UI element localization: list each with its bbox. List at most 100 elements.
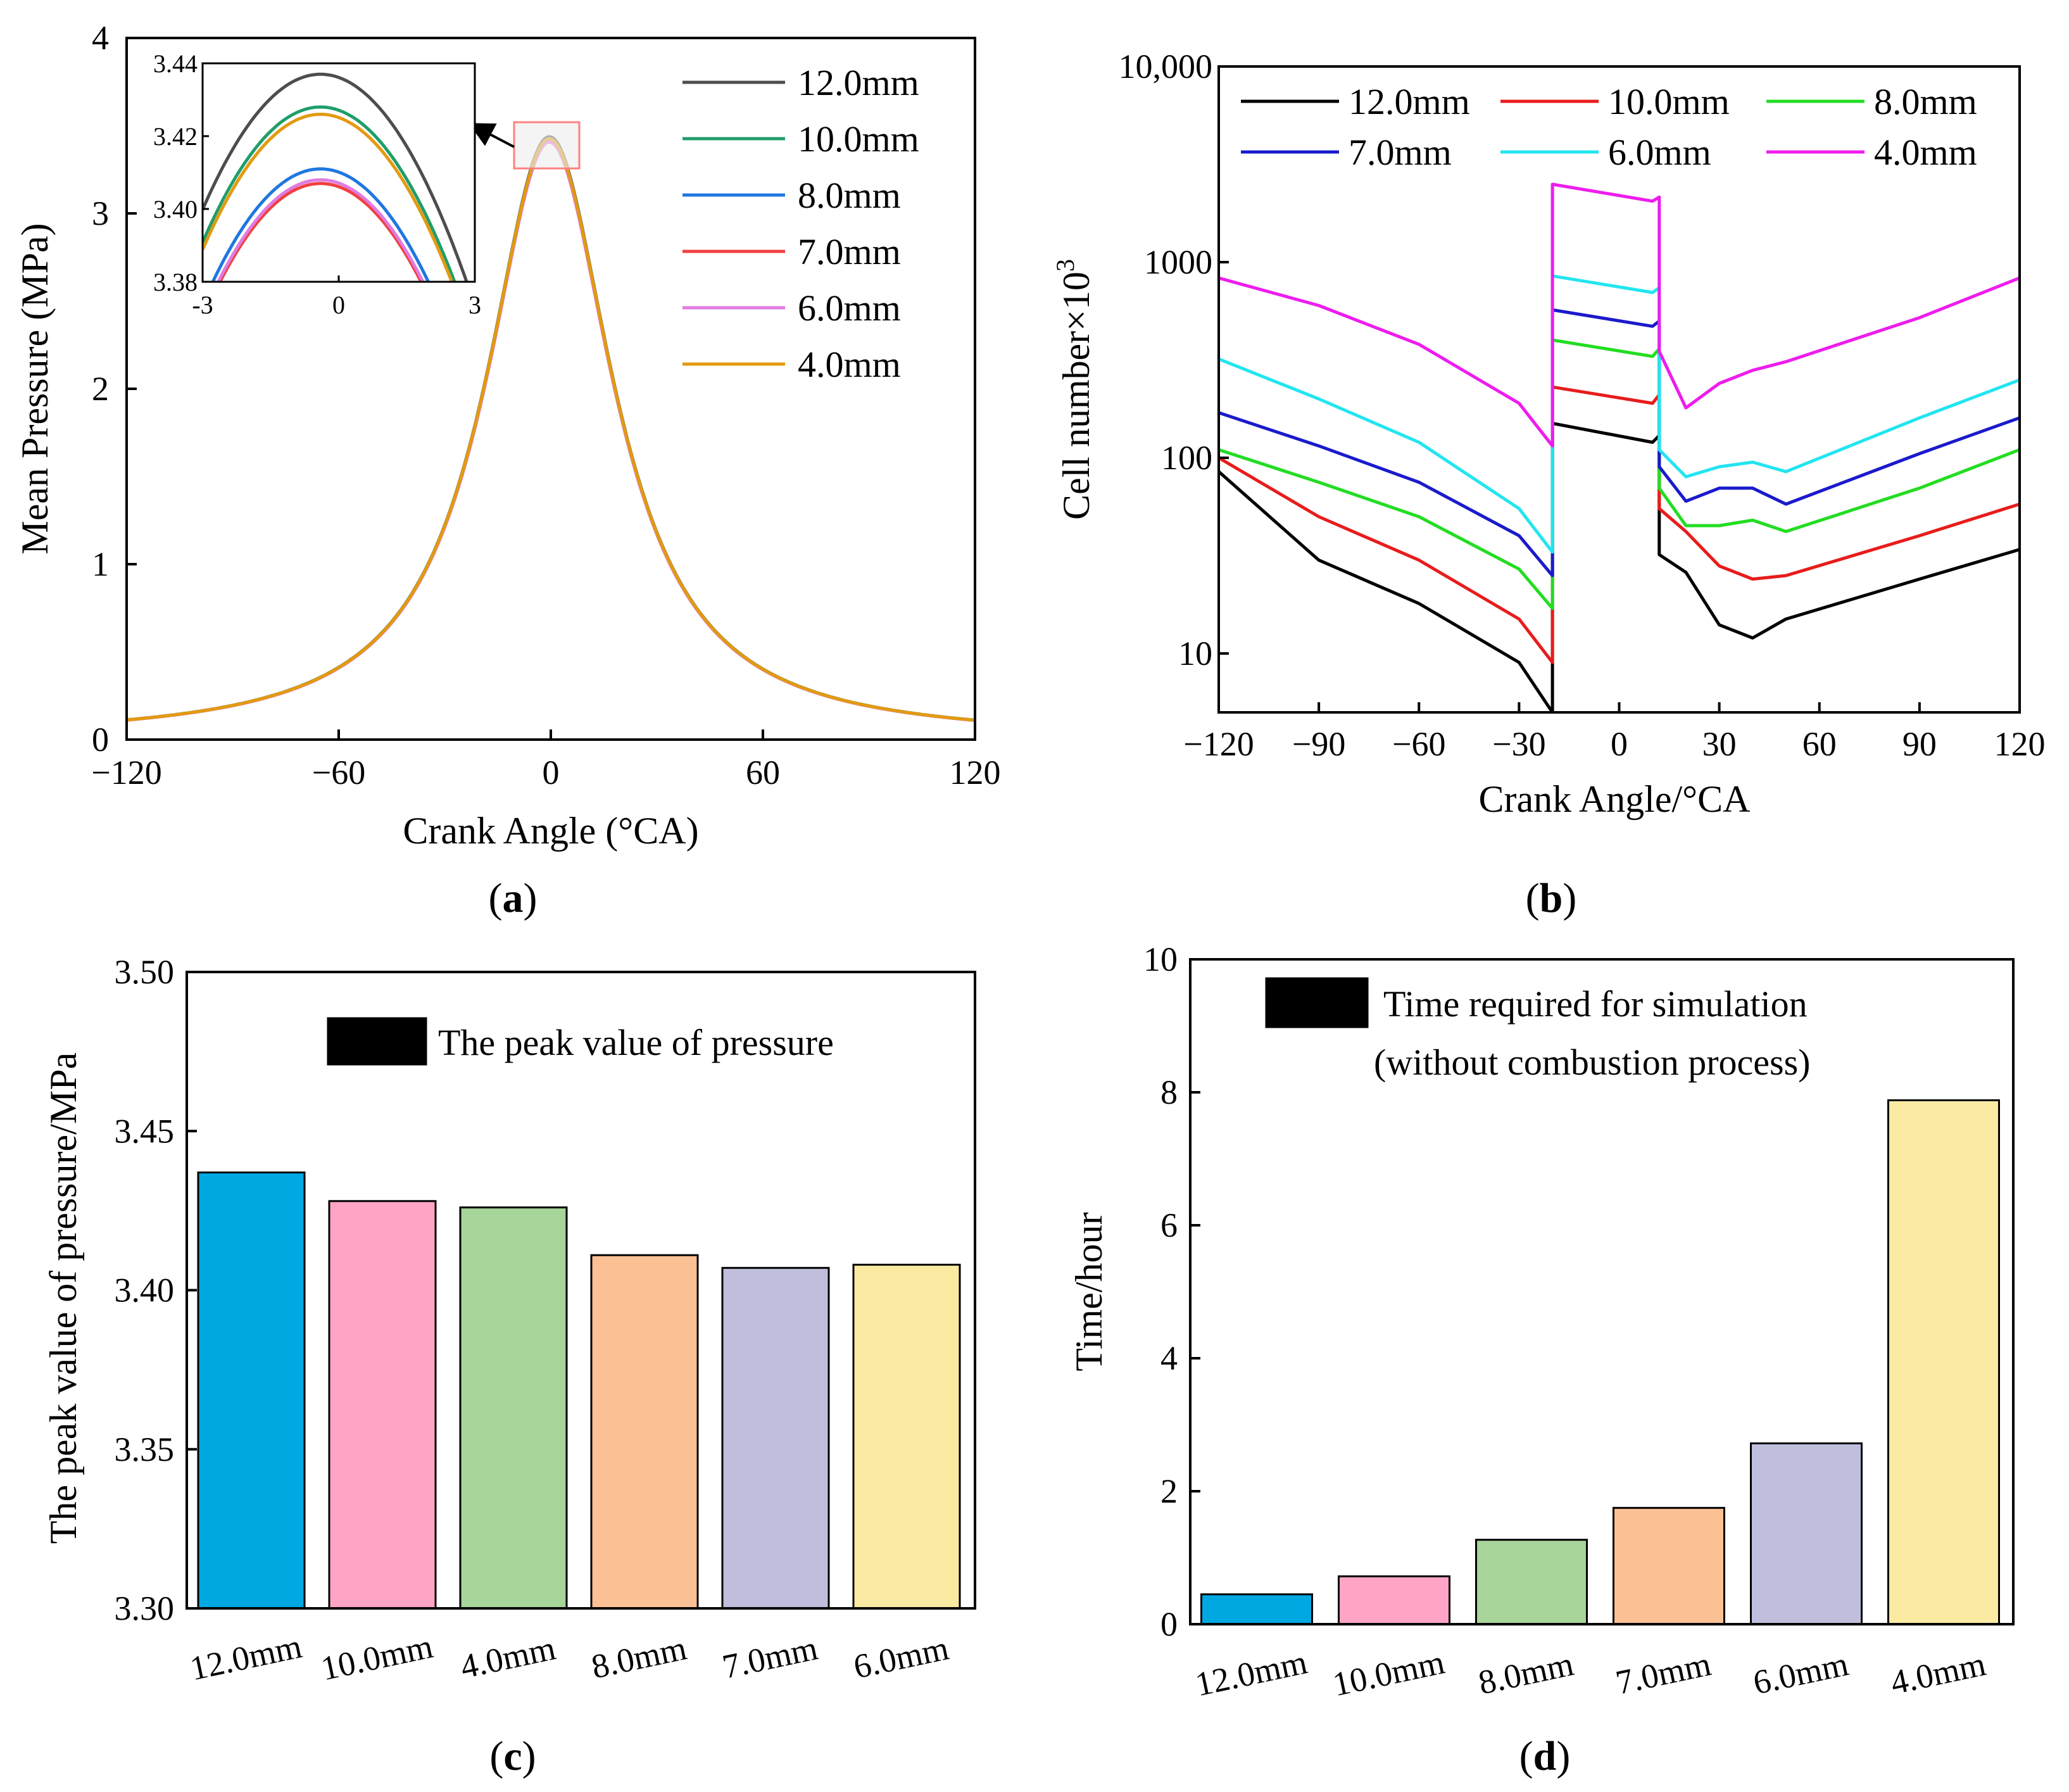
panel-a-legend-label: 6.0mm: [798, 287, 901, 329]
panel-d-plot-frame: [1189, 958, 2015, 1625]
panel-a-caption: (a): [489, 875, 538, 921]
panel-c-y-ticks: 3.30 3.35 3.40 3.45 3.50: [115, 953, 197, 1627]
panel-b-series-12.0mm: [1219, 422, 2020, 712]
panel-d-bar-6.0mm: [1750, 1442, 1863, 1625]
panel-c-y-tick-label: 3.45: [115, 1112, 175, 1150]
panel-a-inset-series-10.0mm: [203, 105, 456, 282]
panel-d-y-tick-label: 2: [1160, 1472, 1178, 1510]
panel-a-zoom-arrow: [468, 123, 515, 148]
panel-a-inset-y-tick-label: 3.42: [153, 122, 198, 151]
panel-a-inset-y-tick-label: 3.44: [153, 49, 198, 78]
panel-d-y-ticks: 0 2 4 6 8 10: [1143, 940, 1200, 1643]
panel-d-bar-4.0mm: [1887, 1099, 2000, 1625]
panel-b-x-tick-label: 0: [1611, 725, 1628, 763]
panel-b-x-tick-label: 120: [1994, 725, 2046, 763]
panel-c-x-tick-label: 10.0mm: [318, 1627, 436, 1688]
panel-c-x-tick-label: 4.0mm: [457, 1629, 559, 1686]
panel-a-legend: 12.0mm 10.0mm 8.0mm 7.0mm 6.0mm 4.0mm: [682, 62, 919, 385]
panel-a-inset-x-ticks: -3 0 3: [192, 275, 481, 319]
panel-c-y-axis-label: The peak value of pressure/MPa: [42, 1052, 84, 1544]
panel-b-x-tick-label: 60: [1802, 725, 1837, 763]
panel-d-legend-line-2: (without combustion process): [1374, 1042, 1810, 1083]
panel-c-legend-swatch: [327, 1017, 427, 1066]
panel-a-legend-label: 10.0mm: [798, 118, 919, 160]
panel-a-x-tick-label: 120: [950, 754, 1001, 792]
panel-c-y-tick-label: 3.50: [115, 953, 175, 991]
panel-b-y-tick-label: 1000: [1144, 243, 1212, 281]
panel-a-inset-x-tick-label: 3: [469, 291, 481, 319]
panel-b-curves: [1219, 182, 2020, 712]
panel-b-y-tick-label: 10,000: [1119, 47, 1213, 85]
panel-d-legend-swatch: [1265, 977, 1369, 1028]
panel-c-x-tick-label: 7.0mm: [719, 1629, 821, 1686]
panel-b-x-tick-label: −30: [1492, 725, 1545, 763]
panel-a-inset-y-ticks: 3.38 3.40 3.42 3.44: [153, 49, 209, 296]
panel-c-x-tick-label: 6.0mm: [850, 1629, 952, 1686]
panel-c-bar-10.0mm: [328, 1200, 437, 1610]
panel-c-x-tick-label: 8.0mm: [588, 1629, 690, 1686]
panel-a-inset-series-12.0mm: [203, 72, 469, 282]
panel-a-y-axis-label: Mean Pressure (MPa): [14, 223, 56, 554]
panel-a-y-tick-label: 0: [92, 721, 109, 759]
panel-a-x-tick-label: −60: [312, 754, 365, 792]
panel-c-bar-4.0mm: [459, 1206, 568, 1610]
panel-a-x-axis-label: Crank Angle (°CA): [403, 810, 698, 852]
panel-b-x-tick-label: 30: [1702, 725, 1737, 763]
panel-d-y-tick-label: 8: [1160, 1073, 1178, 1111]
panel-a-x-tick-label: −120: [91, 754, 161, 792]
panel-a-inset-series-6.0mm: [216, 178, 425, 282]
panel-d-x-tick-label: 4.0mm: [1887, 1644, 1989, 1701]
panel-b-x-tick-label: −90: [1292, 725, 1345, 763]
panel-b-legend-label: 8.0mm: [1874, 81, 1977, 122]
panel-b-x-tick-label: 90: [1902, 725, 1937, 763]
panel-d-x-tick-label: 10.0mm: [1330, 1643, 1448, 1703]
panel-d-x-tick-label: 8.0mm: [1475, 1644, 1577, 1701]
panel-c-legend: The peak value of pressure: [327, 1017, 834, 1066]
panel-a-y-tick-label: 3: [92, 194, 109, 232]
panel-c-x-ticks: 12.0mm 10.0mm 4.0mm 8.0mm 7.0mm 6.0mm: [187, 1627, 952, 1688]
panel-b-legend-label: 12.0mm: [1349, 81, 1470, 122]
panel-b-series-4.0mm: [1219, 182, 2020, 448]
panel-a-mean-pressure-chart: −120 −60 0 60 120 0 1 2 3 4 Crank Angle (°CA) Me…: [14, 19, 1001, 921]
panel-d-y-axis-label: Time/hour: [1068, 1212, 1110, 1371]
panel-a-inset-x-tick-label: 0: [332, 291, 345, 319]
panel-c-bars: [197, 1171, 961, 1610]
panel-b-legend-label: 10.0mm: [1608, 81, 1730, 122]
panel-d-y-tick-label: 0: [1160, 1605, 1178, 1643]
panel-a-x-tick-label: 0: [543, 754, 560, 792]
panel-a-inset-y-tick-label: 3.38: [153, 268, 198, 296]
panel-a-zoom-region-box: [513, 121, 581, 170]
panel-b-legend-label: 7.0mm: [1349, 132, 1452, 173]
panel-a-legend-label: 8.0mm: [798, 175, 901, 216]
panel-a-legend-label: 12.0mm: [798, 62, 919, 103]
panel-a-legend-label: 4.0mm: [798, 344, 901, 385]
panel-a-inset-series-7.0mm: [218, 182, 423, 282]
panel-d-y-tick-label: 4: [1160, 1339, 1178, 1377]
panel-b-legend-label: 6.0mm: [1608, 132, 1711, 173]
panel-a-y-tick-label: 2: [92, 370, 109, 408]
panel-c-bar-8.0mm: [590, 1254, 699, 1610]
panel-a-inset: -3 0 3 3.38 3.40 3.42 3.44: [153, 49, 481, 319]
panel-a-legend-label: 7.0mm: [798, 231, 901, 272]
panel-d-x-ticks: 12.0mm 10.0mm 8.0mm 7.0mm 6.0mm 4.0mm: [1192, 1643, 1989, 1703]
panel-c-y-tick-label: 3.40: [115, 1271, 175, 1309]
panel-d-bar-8.0mm: [1475, 1539, 1588, 1625]
panel-b-y-ticks: 10 100 1000 10,000: [1119, 47, 1229, 672]
panel-b-y-axis-label: Cell number×103: [1051, 259, 1097, 520]
panel-b-legend: 12.0mm 10.0mm 8.0mm 7.0mm 6.0mm 4.0mm: [1241, 81, 1977, 173]
panel-c-legend-label: The peak value of pressure: [438, 1022, 834, 1063]
panel-a-y-tick-label: 1: [92, 545, 109, 583]
panel-a-inset-series-4.0mm: [203, 112, 454, 282]
panel-b-legend-label: 4.0mm: [1874, 132, 1977, 173]
panel-b-x-ticks: −120 −90 −60 −30 0 30 60 90 120: [1183, 702, 2046, 763]
panel-d-x-tick-label: 12.0mm: [1192, 1643, 1311, 1703]
panel-d-legend: Time required for simulation (without co…: [1265, 977, 1810, 1083]
panel-b-y-tick-label: 10: [1178, 634, 1212, 672]
panel-d-caption: (d): [1519, 1733, 1571, 1779]
panel-c-bar-12.0mm: [197, 1171, 306, 1610]
panel-d-bars: [1200, 1099, 2000, 1625]
panel-d-simulation-time-bar-chart: 0 2 4 6 8 10 12.0mm 10.0mm 8.0mm 7.0mm 6.0mm 4.0mm…: [1068, 940, 2015, 1779]
panel-a-y-ticks: 0 1 2 3 4: [92, 19, 137, 759]
panel-d-bar-7.0mm: [1613, 1506, 1725, 1625]
